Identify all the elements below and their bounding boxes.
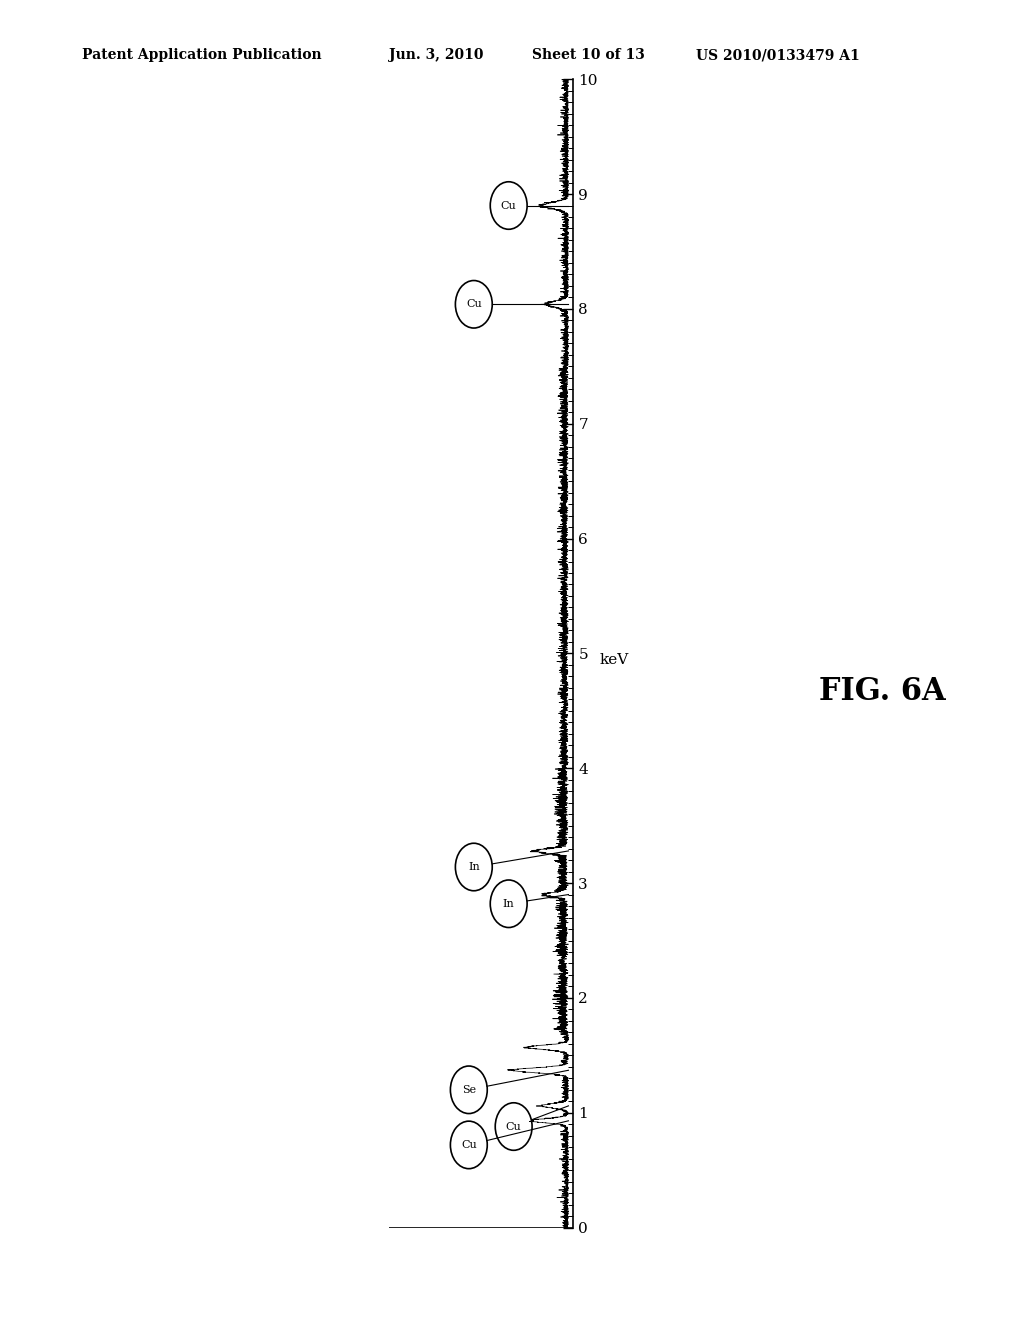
Text: Cu: Cu: [506, 1122, 521, 1131]
Text: Sheet 10 of 13: Sheet 10 of 13: [532, 49, 645, 62]
Text: Jun. 3, 2010: Jun. 3, 2010: [389, 49, 483, 62]
Text: US 2010/0133479 A1: US 2010/0133479 A1: [696, 49, 860, 62]
Text: FIG. 6A: FIG. 6A: [819, 676, 946, 706]
Text: Patent Application Publication: Patent Application Publication: [82, 49, 322, 62]
Text: In: In: [503, 899, 514, 908]
Y-axis label: keV: keV: [600, 653, 629, 668]
Text: Cu: Cu: [466, 300, 481, 309]
Text: Cu: Cu: [501, 201, 516, 210]
Text: Se: Se: [462, 1085, 476, 1094]
Text: In: In: [468, 862, 479, 873]
Text: Cu: Cu: [461, 1140, 477, 1150]
